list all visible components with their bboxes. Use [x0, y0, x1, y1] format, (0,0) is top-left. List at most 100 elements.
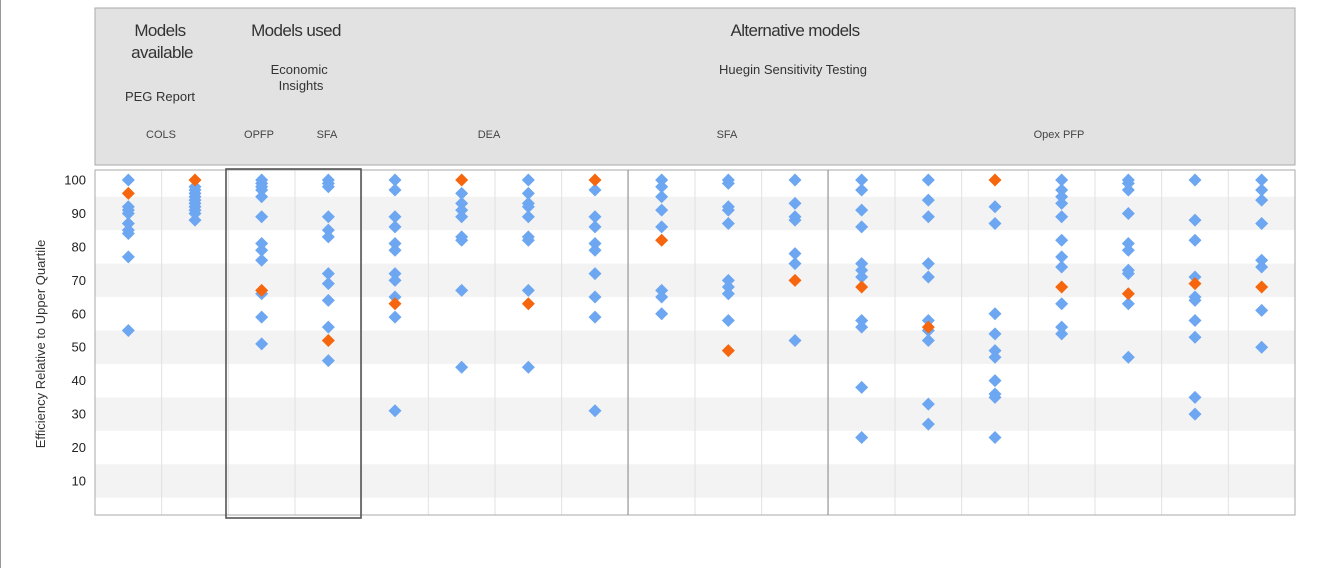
data-point — [321, 354, 335, 368]
data-point — [521, 360, 535, 374]
data-point — [921, 210, 935, 224]
data-point — [388, 310, 402, 324]
data-point — [1055, 210, 1069, 224]
data-point — [521, 210, 535, 224]
plot-border — [94, 169, 1296, 516]
data-point — [255, 183, 269, 197]
data-point — [121, 200, 135, 214]
data-point — [655, 190, 669, 204]
data-point — [255, 253, 269, 267]
data-point — [455, 210, 469, 224]
data-point — [255, 210, 269, 224]
data-point — [321, 180, 335, 194]
data-point — [855, 380, 869, 394]
data-point — [255, 237, 269, 251]
data-points — [121, 173, 1269, 445]
data-point — [1055, 297, 1069, 311]
data-point — [988, 216, 1002, 230]
data-point — [321, 210, 335, 224]
method-label-opfp: OPFP — [244, 129, 274, 141]
data-point — [988, 344, 1002, 358]
data-point — [388, 183, 402, 197]
data-point — [1188, 213, 1202, 227]
data-point — [1121, 237, 1135, 251]
data-point — [1121, 176, 1135, 190]
data-point — [855, 203, 869, 217]
data-point — [855, 173, 869, 187]
data-point — [455, 360, 469, 374]
data-point — [988, 390, 1002, 404]
data-point — [855, 183, 869, 197]
data-point — [855, 431, 869, 445]
y-tick-label: 40 — [72, 373, 86, 388]
highlight-point — [255, 283, 269, 297]
highlight-point — [1255, 280, 1269, 294]
data-point — [521, 200, 535, 214]
highlight-point — [655, 233, 669, 247]
data-point — [655, 283, 669, 297]
data-point — [1055, 196, 1069, 210]
source-economic-insights: Economic Insights — [271, 62, 332, 93]
data-point — [655, 307, 669, 321]
data-point — [188, 206, 202, 220]
data-point — [588, 267, 602, 281]
highlight-point — [1055, 280, 1069, 294]
data-point — [1188, 390, 1202, 404]
data-point — [721, 176, 735, 190]
models-used-outline — [225, 168, 362, 519]
data-point — [721, 280, 735, 294]
highlight-point — [988, 173, 1002, 187]
data-point — [1121, 267, 1135, 281]
data-point — [655, 220, 669, 234]
data-point — [1055, 183, 1069, 197]
data-point — [988, 350, 1002, 364]
data-point — [1188, 173, 1202, 187]
data-point — [255, 337, 269, 351]
y-tick-label: 90 — [72, 206, 86, 221]
data-point — [655, 203, 669, 217]
highlight-point — [588, 173, 602, 187]
data-point — [588, 310, 602, 324]
data-point — [521, 283, 535, 297]
data-point — [1055, 233, 1069, 247]
data-point — [721, 287, 735, 301]
data-point — [988, 374, 1002, 388]
highlight-point — [188, 173, 202, 187]
data-point — [721, 216, 735, 230]
data-point — [855, 320, 869, 334]
method-label-cols: COLS — [146, 129, 176, 141]
data-point — [788, 213, 802, 227]
data-point — [588, 290, 602, 304]
data-point — [988, 431, 1002, 445]
data-point — [1055, 260, 1069, 274]
data-point — [255, 190, 269, 204]
data-point — [388, 220, 402, 234]
data-point — [388, 267, 402, 281]
data-point — [321, 267, 335, 281]
data-point — [788, 173, 802, 187]
data-point — [921, 334, 935, 348]
data-point — [1255, 303, 1269, 317]
data-point — [121, 223, 135, 237]
data-point — [388, 290, 402, 304]
data-point — [855, 257, 869, 271]
data-point — [655, 173, 669, 187]
data-point — [1255, 260, 1269, 274]
data-point — [455, 233, 469, 247]
group-title-alternative-models: Alternative models — [730, 21, 859, 40]
data-point — [521, 186, 535, 200]
data-point — [1121, 297, 1135, 311]
highlight-point — [721, 344, 735, 358]
data-point — [321, 230, 335, 244]
y-tick-label: 20 — [72, 440, 86, 455]
data-point — [855, 263, 869, 277]
highlight-point — [121, 186, 135, 200]
data-point — [321, 293, 335, 307]
data-point — [455, 196, 469, 210]
data-point — [921, 257, 935, 271]
data-point — [255, 243, 269, 257]
y-axis-label: Efficiency Relative to Upper Quartile — [33, 240, 48, 449]
data-point — [388, 210, 402, 224]
